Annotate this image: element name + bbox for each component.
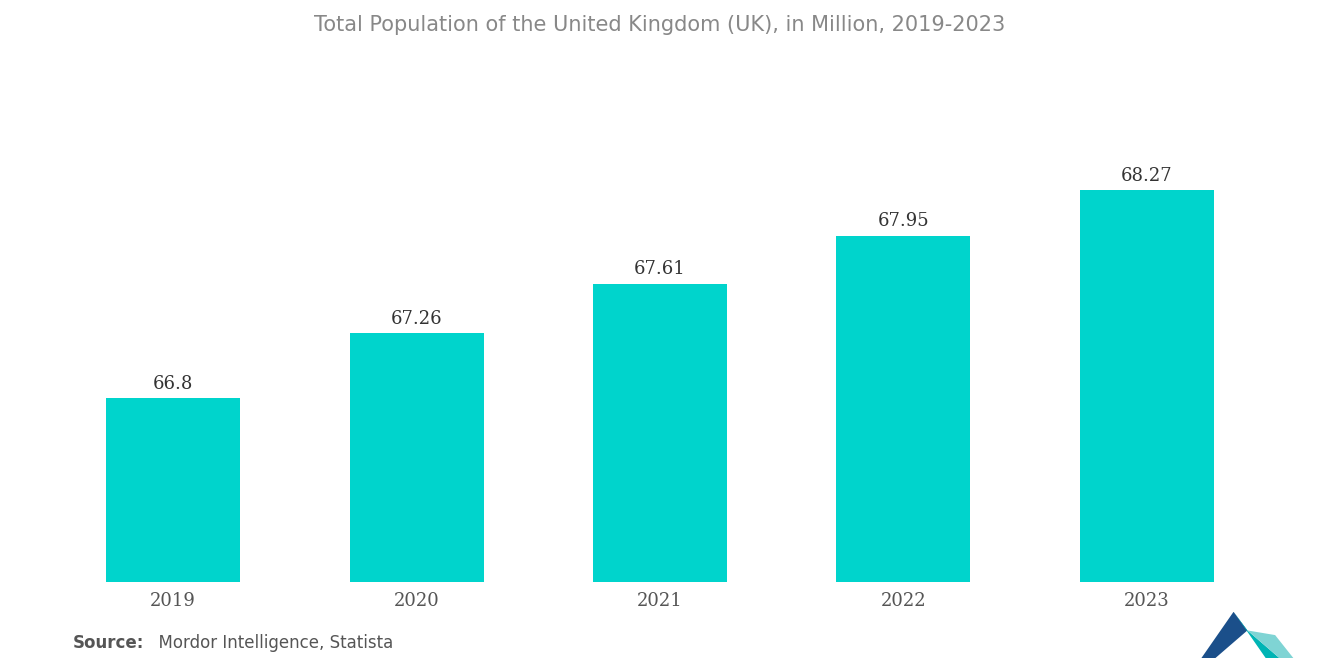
Bar	[350, 333, 483, 665]
Text: 67.95: 67.95	[878, 212, 929, 230]
Text: 67.61: 67.61	[634, 260, 686, 278]
Bar	[1080, 190, 1213, 665]
Bar	[593, 284, 727, 665]
Text: 66.8: 66.8	[153, 375, 194, 393]
Text: Source:: Source:	[73, 634, 144, 652]
Bar	[107, 398, 240, 665]
Text: 68.27: 68.27	[1121, 167, 1172, 185]
Bar	[837, 235, 970, 665]
Title: Total Population of the United Kingdom (UK), in Million, 2019-2023: Total Population of the United Kingdom (…	[314, 15, 1006, 35]
Text: 67.26: 67.26	[391, 310, 442, 328]
Text: Mordor Intelligence, Statista: Mordor Intelligence, Statista	[148, 634, 393, 652]
